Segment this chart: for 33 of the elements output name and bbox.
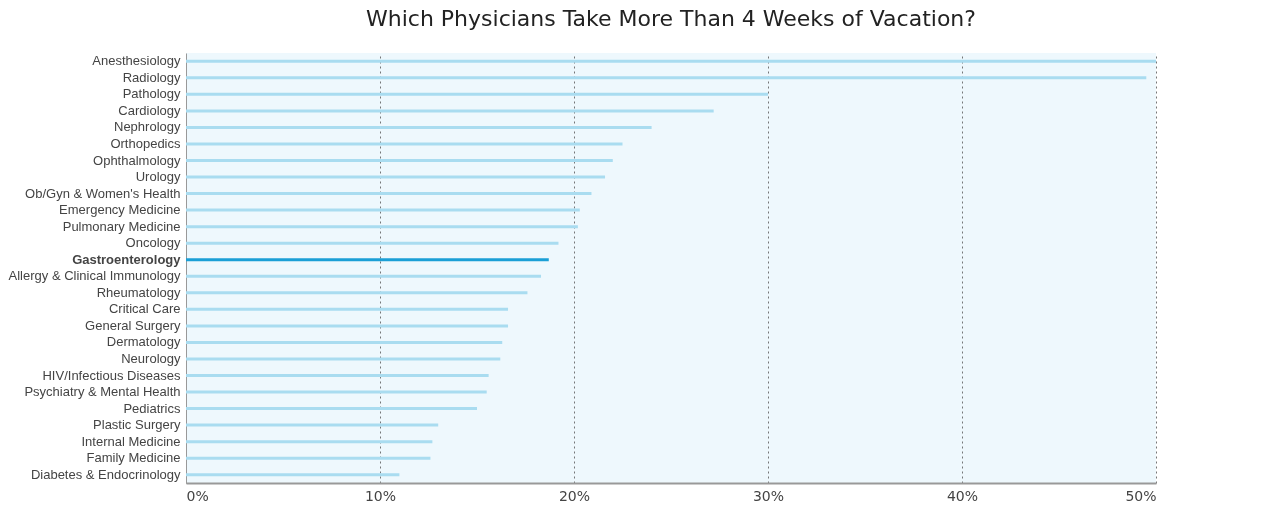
y-tick-label: Rheumatology xyxy=(96,284,181,300)
y-tick-label: Gastroenterology xyxy=(72,251,182,267)
y-tick-label: Neurology xyxy=(121,350,181,366)
y-tick-label: Pathology xyxy=(122,86,181,102)
y-tick-label: Diabetes & Endocrinology xyxy=(30,466,181,482)
y-tick-label: Psychiatry & Mental Health xyxy=(24,384,181,400)
y-tick-label: Family Medicine xyxy=(86,450,181,466)
y-tick-label: Oncology xyxy=(125,235,181,251)
y-tick-label: Critical Care xyxy=(108,301,181,317)
y-tick-label: Cardiology xyxy=(118,102,181,118)
x-tick-label: 30% xyxy=(752,487,785,504)
y-tick-label: Anesthesiology xyxy=(92,53,181,69)
y-tick-label: Pediatrics xyxy=(123,400,181,416)
y-tick-label: Pulmonary Medicine xyxy=(62,218,181,234)
y-tick-label: Ob/Gyn & Women's Health xyxy=(25,185,181,201)
y-tick-label: Ophthalmology xyxy=(93,152,181,168)
chart-title: Which Physicians Take More Than 4 Weeks of Vacation? xyxy=(366,6,976,31)
x-tick-label: 10% xyxy=(364,487,397,504)
y-tick-label: HIV/Infectious Diseases xyxy=(42,367,181,383)
x-tick-label: 20% xyxy=(558,487,591,504)
x-tick-label: 0% xyxy=(186,487,209,504)
y-tick-label: Orthopedics xyxy=(110,135,181,151)
y-tick-label: Plastic Surgery xyxy=(93,417,181,433)
y-tick-label: General Surgery xyxy=(85,317,181,333)
x-tick-label: 50% xyxy=(1125,487,1157,504)
y-tick-label: Emergency Medicine xyxy=(59,202,181,218)
y-tick-label: Urology xyxy=(135,169,181,185)
y-tick-label: Nephrology xyxy=(114,119,181,135)
y-tick-label: Dermatology xyxy=(106,334,181,350)
x-tick-label: 40% xyxy=(946,487,979,504)
y-tick-label: Internal Medicine xyxy=(81,433,181,449)
y-tick-label: Allergy & Clinical Immunology xyxy=(8,268,181,284)
y-tick-label: Radiology xyxy=(122,69,181,85)
